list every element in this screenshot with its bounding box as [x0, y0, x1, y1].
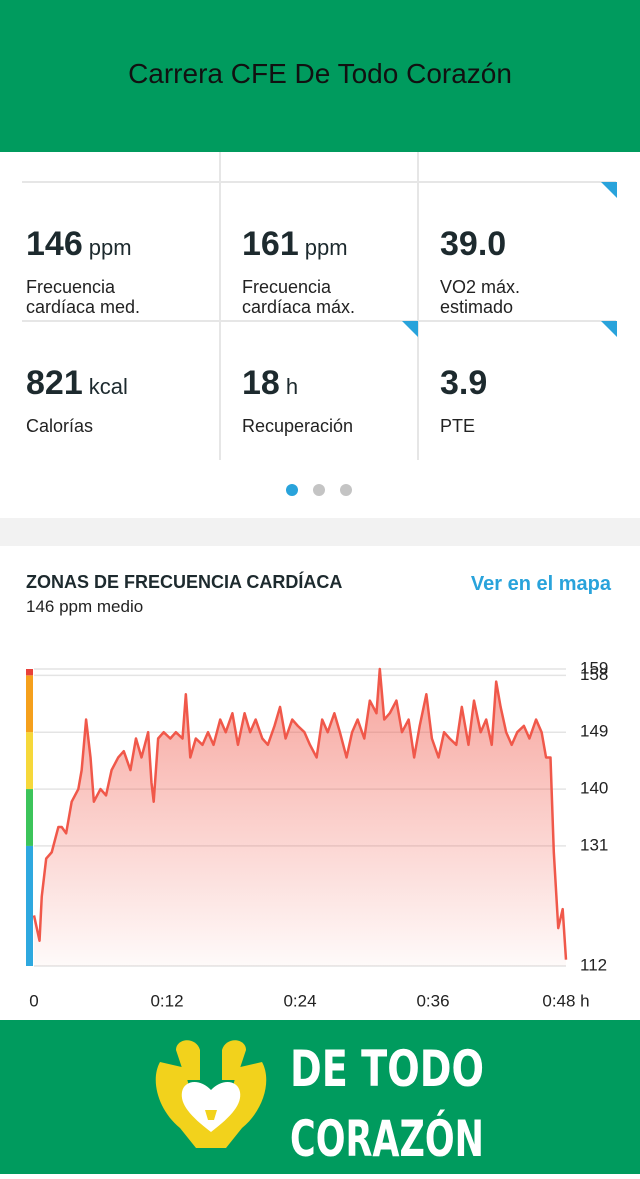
stat-value: 18 h	[242, 364, 298, 403]
y-tick-label: 159	[580, 658, 608, 677]
stat-cell: 161 ppm Frecuencia cardíaca máx.	[238, 183, 436, 323]
stat-label: Calorías	[26, 416, 93, 436]
stat-label-line: Calorías	[26, 416, 94, 436]
footer: DE TODO CORAZÓN	[0, 1020, 640, 1174]
separator	[0, 518, 640, 546]
info-corner[interactable]	[601, 182, 617, 198]
stat-cell: 146 ppm Frecuencia cardíaca med.	[22, 183, 220, 323]
x-tick-label: 0:48 h	[542, 991, 589, 1010]
hr-zone	[26, 789, 33, 846]
stat-label: Recuperación	[242, 416, 353, 436]
divider	[22, 320, 616, 322]
x-tick-label: 0:24	[283, 991, 316, 1010]
y-tick-label: 149	[580, 722, 608, 741]
stat-label-line: Frecuencia	[242, 277, 332, 297]
x-tick-label: 0:12	[150, 991, 183, 1010]
stat-unit: h	[285, 374, 299, 399]
page-dot[interactable]	[313, 484, 325, 496]
y-tick-label: 158	[580, 665, 608, 684]
y-tick-label: 140	[580, 779, 608, 798]
stats-panel: 146 ppm Frecuencia cardíaca med. 161 ppm Frecu…	[0, 152, 640, 518]
stat-unit: ppm	[304, 235, 348, 260]
info-corner[interactable]	[601, 321, 617, 337]
map-link[interactable]: Ver en el mapa	[470, 573, 611, 595]
divider	[22, 181, 616, 183]
hr-area	[34, 669, 566, 966]
stat-number: 3.9	[440, 364, 488, 402]
logo-heart	[181, 1081, 241, 1132]
logo-bulb	[205, 1110, 217, 1120]
stat-label-line: PTE	[440, 416, 476, 436]
hr-zone	[26, 732, 33, 790]
stat-number: 821	[26, 364, 83, 402]
y-tick-label: 131	[580, 835, 608, 854]
logo: DE TODO CORAZÓN	[155, 1040, 484, 1168]
hr-zone	[26, 845, 33, 966]
divider	[219, 152, 221, 460]
section-subtitle: 146 ppm medio	[26, 597, 144, 616]
stat-label: Frecuencia cardíaca med.	[26, 277, 140, 317]
logo-finger	[222, 1040, 246, 1080]
hr-zone	[26, 669, 33, 676]
stat-unit: kcal	[88, 374, 128, 399]
stat-value: 161 ppm	[242, 225, 348, 264]
stat-unit: ppm	[88, 235, 132, 260]
stat-number: 146	[26, 225, 83, 263]
page-dot[interactable]	[286, 484, 298, 496]
x-tick-label: 0	[29, 991, 38, 1010]
logo-text: DE TODO	[290, 1040, 484, 1098]
stat-label-line: Recuperación	[242, 416, 354, 436]
stat-label: Frecuencia cardíaca máx.	[242, 277, 355, 317]
stat-label-line: Frecuencia	[26, 277, 116, 297]
stat-label-line: VO2 máx.	[440, 277, 521, 297]
stat-label: PTE	[440, 416, 475, 436]
page-dot[interactable]	[340, 484, 352, 496]
stat-value: 821 kcal	[26, 364, 128, 403]
stat-value: 39.0	[440, 225, 506, 264]
stat-label-line: cardíaca med.	[26, 297, 141, 317]
stat-number: 161	[242, 225, 299, 263]
header-title: Carrera CFE De Todo Corazón	[128, 58, 512, 89]
stat-cell: 821 kcal Calorías	[22, 322, 220, 462]
logo-hand	[155, 1062, 212, 1148]
hr-line	[32, 667, 568, 960]
stat-value: 3.9	[440, 364, 487, 403]
header: Carrera CFE De Todo Corazón	[0, 0, 640, 152]
stat-cell: 18 h Recuperación	[238, 322, 436, 462]
stat-label-line: cardíaca máx.	[242, 297, 356, 317]
hr-zone	[26, 675, 33, 733]
stat-cell: 39.0 VO2 máx. estimado	[436, 183, 634, 323]
stat-label: VO2 máx. estimado	[440, 277, 520, 317]
stat-value: 146 ppm	[26, 225, 132, 264]
stat-cell: 3.9 PTE	[436, 322, 634, 462]
divider	[417, 152, 419, 460]
info-corner[interactable]	[402, 321, 418, 337]
stat-number: 18	[242, 364, 280, 402]
y-tick-label: 112	[580, 955, 607, 974]
stat-label-line: estimado	[440, 297, 514, 317]
logo-hand	[210, 1062, 267, 1148]
section-title: ZONAS DE FRECUENCIA CARDÍACA	[26, 572, 343, 592]
stat-number: 39.0	[440, 225, 507, 263]
logo-text: CORAZÓN	[290, 1109, 484, 1168]
logo-finger	[176, 1040, 200, 1080]
x-tick-label: 0:36	[416, 991, 449, 1010]
